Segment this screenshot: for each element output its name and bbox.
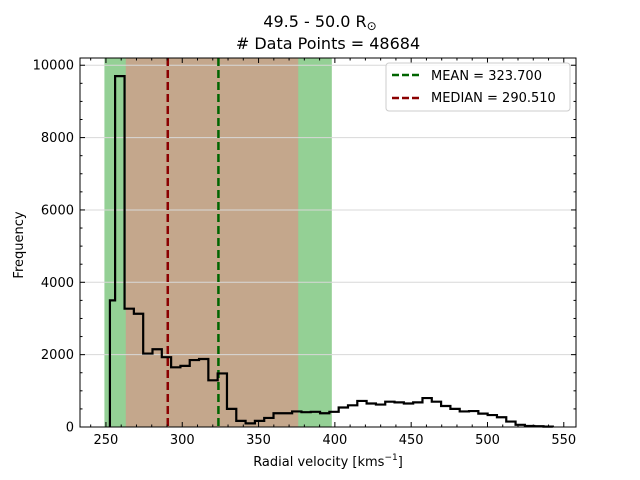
y-tick-label: 2000 (41, 348, 74, 363)
x-tick-label: 300 (170, 433, 195, 448)
y-tick-label: 6000 (41, 203, 74, 218)
x-axis-label: Radial velocity [kms−1] (253, 453, 403, 470)
y-axis-label: Frequency (12, 211, 27, 278)
y-tick-label: 4000 (41, 276, 74, 291)
histogram-step-line (108, 74, 554, 428)
legend: MEAN = 323.700 MEDIAN = 290.510 (385, 62, 571, 112)
band-1 (125, 58, 299, 427)
chart-title-line1: 49.5 - 50.0 R⊙ (263, 12, 376, 33)
chart-title-line2: # Data Points = 48684 (236, 34, 420, 53)
x-tick-label: 550 (551, 433, 576, 448)
legend-mean-label: MEAN = 323.700 (431, 69, 542, 84)
x-tick-label: 350 (246, 433, 271, 448)
axis-ticks: 250 300 350 400 450 500 550 0 2000 4000 6000 8000 10… (33, 58, 576, 448)
legend-median-label: MEDIAN = 290.510 (431, 91, 556, 106)
y-tick-label: 10000 (33, 59, 74, 74)
plot-frame (79, 57, 577, 428)
x-tick-label: 400 (322, 433, 347, 448)
y-tick-label: 8000 (41, 131, 74, 146)
x-tick-label: 250 (94, 433, 119, 448)
reference-lines (166, 58, 220, 427)
x-tick-label: 450 (399, 433, 424, 448)
legend-box (385, 62, 571, 112)
x-tick-label: 500 (475, 433, 500, 448)
y-tick-label: 0 (66, 421, 74, 436)
